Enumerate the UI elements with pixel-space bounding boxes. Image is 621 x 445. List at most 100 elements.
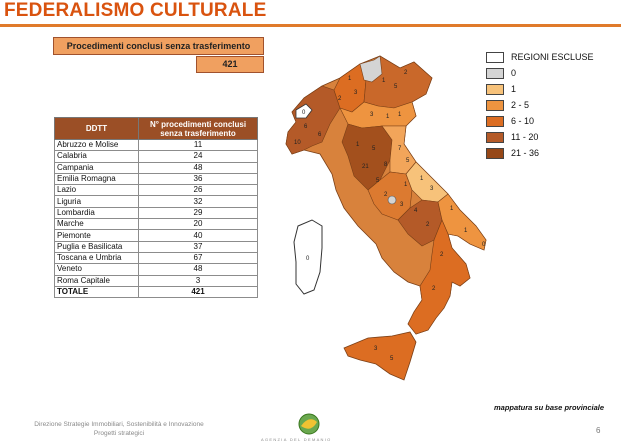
legend-item: 2 - 5 — [486, 100, 606, 111]
legend-item: 1 — [486, 84, 606, 95]
map-label: 6 — [318, 132, 322, 138]
map-label: 0 — [302, 110, 306, 116]
map-label: 1 — [382, 78, 386, 84]
region-cell: Marche — [54, 218, 139, 231]
footer-line-1: Direzione Strategie Immobiliari, Sosteni… — [34, 421, 204, 428]
map-label: 5 — [406, 158, 410, 164]
value-cell: 40 — [138, 229, 258, 242]
summary-banner: Procedimenti conclusi senza trasferiment… — [53, 37, 264, 55]
map-label: 3 — [374, 346, 378, 352]
legend-label: 0 — [511, 68, 517, 78]
table-row: Campania 48 — [54, 161, 258, 174]
map-label: 1 — [386, 114, 390, 120]
region-cell: Abruzzo e Molise — [54, 138, 139, 152]
value-cell: 26 — [138, 184, 258, 197]
column-header-ddtt: DDTT — [54, 117, 139, 140]
table-row: Marche 20 — [54, 218, 258, 231]
table-total-row: TOTALE 421 — [54, 285, 258, 299]
map-label: 3 — [430, 186, 434, 192]
value-cell: 48 — [138, 161, 258, 174]
value-cell: 20 — [138, 218, 258, 231]
map-label: 1 — [464, 228, 468, 234]
map-label: 4 — [414, 208, 418, 214]
table-row: Calabria 24 — [54, 150, 258, 163]
map-label: 1 — [348, 76, 352, 82]
legend-item: REGIONI ESCLUSE — [486, 52, 606, 63]
map-label: 2 — [404, 70, 408, 76]
map-label: 0 — [306, 256, 310, 262]
legend-swatch — [486, 100, 504, 111]
summary-total: 421 — [196, 56, 264, 73]
map-label: 5 — [376, 178, 380, 184]
map-label: 3 — [354, 90, 358, 96]
region-cell: Roma Capitale — [54, 274, 139, 287]
map-label: 1 — [398, 112, 402, 118]
region-cell: Emilia Romagna — [54, 172, 139, 186]
region-cell: Lazio — [54, 184, 139, 197]
map-label: 7 — [398, 146, 402, 152]
map-calabria — [407, 219, 471, 335]
map-label: 2 — [384, 192, 388, 198]
map-label: 1 — [420, 176, 424, 182]
legend-label: REGIONI ESCLUSE — [511, 52, 594, 62]
table-row: Piemonte 40 — [54, 229, 258, 242]
table-row: Lombardia 29 — [54, 206, 258, 220]
legend-swatch — [486, 52, 504, 63]
value-cell: 36 — [138, 172, 258, 186]
table-row: Liguria 32 — [54, 195, 258, 208]
legend-swatch — [486, 68, 504, 79]
total-value-cell: 421 — [138, 285, 258, 299]
map-sardinia — [293, 219, 323, 295]
region-cell: Puglia e Basilicata — [54, 240, 139, 253]
ddtt-table: DDTT N° procedimenti conclusi senza tras… — [54, 117, 258, 299]
table-row: Emilia Romagna 36 — [54, 172, 258, 186]
map-lazio — [367, 171, 413, 221]
map-label: 5 — [390, 356, 394, 362]
map-trentino — [359, 55, 383, 83]
page-title: FEDERALISMO CULTURALE — [4, 0, 267, 21]
region-cell: Campania — [54, 161, 139, 174]
map-label: 3 — [370, 112, 374, 118]
total-label-cell: TOTALE — [54, 285, 139, 299]
map-label: 2 — [426, 222, 430, 228]
map-valle-aosta — [295, 103, 313, 119]
table-row: Abruzzo e Molise 11 — [54, 138, 258, 152]
map-label: 2 — [338, 96, 342, 102]
value-cell: 37 — [138, 240, 258, 253]
table-header-row: DDTT N° procedimenti conclusi senza tras… — [54, 117, 258, 140]
agency-logo-icon — [298, 413, 320, 435]
italy-map: 6 0 2 1 3 10 6 1 5 2 3 1 1 1 5 8 21 5 7 … — [285, 55, 487, 381]
table-row: Toscana e Umbria 67 — [54, 251, 258, 265]
legend-item: 6 - 10 — [486, 116, 606, 127]
legend-label: 21 - 36 — [511, 148, 540, 158]
map-label: 1 — [450, 206, 454, 212]
map-label: 2 — [432, 286, 436, 292]
map-sicily — [343, 331, 417, 381]
map-label: 2 — [440, 252, 444, 258]
table-row: Veneto 48 — [54, 263, 258, 276]
map-roma-capitale — [387, 195, 397, 205]
map-label: 21 — [362, 164, 369, 170]
legend-swatch — [486, 116, 504, 127]
map-label: 5 — [372, 146, 376, 152]
map-label: 1 — [356, 142, 360, 148]
footer-department: Direzione Strategie Immobiliari, Sosteni… — [4, 420, 234, 438]
map-label: 10 — [294, 140, 301, 146]
table-row: Lazio 26 — [54, 184, 258, 197]
map-label: 5 — [394, 84, 398, 90]
value-cell: 32 — [138, 195, 258, 208]
map-label: 3 — [400, 202, 404, 208]
value-cell: 67 — [138, 251, 258, 265]
map-label: 0 — [482, 242, 486, 248]
legend-item: 11 - 20 — [486, 132, 606, 143]
footer-line-2: Progetti strategici — [93, 430, 145, 437]
map-label: 1 — [404, 182, 408, 188]
title-rule — [0, 24, 621, 27]
footer-brand: AGENZIA DEL DEMANIO — [261, 437, 332, 442]
legend-swatch — [486, 84, 504, 95]
region-cell: Calabria — [54, 150, 139, 163]
legend-swatch — [486, 132, 504, 143]
legend-label: 1 — [511, 84, 517, 94]
legend-item: 0 — [486, 68, 606, 79]
table-row: Puglia e Basilicata 37 — [54, 240, 258, 253]
